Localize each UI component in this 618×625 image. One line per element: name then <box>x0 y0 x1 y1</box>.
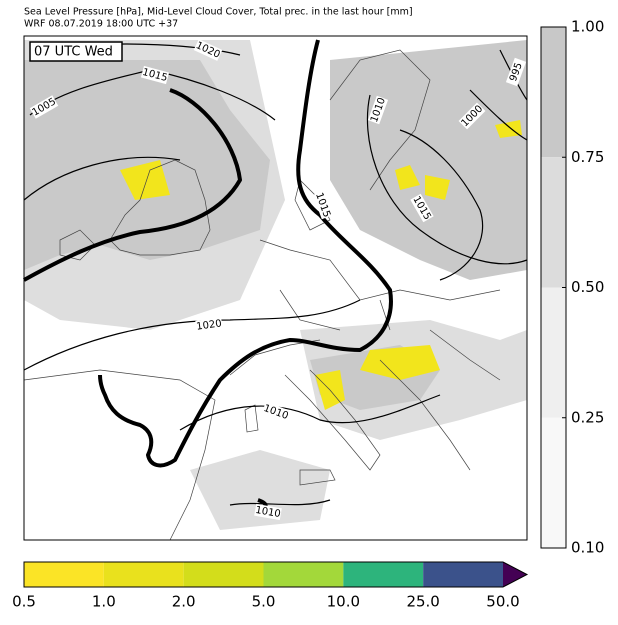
colorbar-segment <box>103 562 184 587</box>
contour-label: 1020 <box>196 318 223 332</box>
colorbar-segment <box>343 562 424 587</box>
colorbar-segment <box>183 562 264 587</box>
colorbar-label: 0.25 <box>571 408 604 426</box>
contour-label-bg <box>254 503 282 521</box>
contour-label-bg <box>312 190 334 220</box>
colorbar-label: 5.0 <box>252 593 276 611</box>
contour-label-bg <box>367 95 389 125</box>
colorbar-segment <box>541 287 566 418</box>
colorbar-label: 25.0 <box>406 593 439 611</box>
contour-label-bg <box>505 57 527 87</box>
contour-label-bg <box>261 401 291 423</box>
contour-label-bg <box>29 95 59 119</box>
colorbar-segment <box>263 562 344 587</box>
colorbar-segment <box>24 562 104 587</box>
cloud-colorbar: 1.00 0.75 0.50 0.25 0.10 <box>540 18 604 557</box>
colorbar-label: 0.10 <box>571 539 604 557</box>
time-label: 07 UTC Wed <box>34 45 113 60</box>
contour-label: 1010 <box>254 505 281 520</box>
colorbar-label: 2.0 <box>172 593 196 611</box>
contour-label-bg <box>410 193 434 223</box>
colorbar-segment <box>541 157 566 288</box>
colorbar-segment <box>541 27 566 158</box>
colorbar-label: 0.50 <box>571 278 604 296</box>
precip-colorbar: 0.5 1.0 2.0 5.0 10.0 25.0 50.0 <box>12 561 529 611</box>
contour-label-bg <box>140 65 170 85</box>
contour-label-bg <box>193 39 223 61</box>
colorbar-frame <box>23 561 529 588</box>
colorbar-label: 0.75 <box>571 148 604 166</box>
colorbar-segment <box>423 562 503 587</box>
colorbar-extend <box>503 562 527 587</box>
colorbar-label: 1.0 <box>92 593 116 611</box>
colorbar-label: 50.0 <box>486 593 519 611</box>
title: Sea Level Pressure [hPa], Mid-Level Clou… <box>24 7 413 18</box>
colorbar-label: 0.5 <box>12 593 36 611</box>
colorbar-label: 1.00 <box>571 18 604 36</box>
colorbar-segment <box>541 417 566 548</box>
contour-label-bg <box>195 317 223 333</box>
subtitle: WRF 08.07.2019 18:00 UTC +37 <box>24 19 178 30</box>
colorbar-label: 10.0 <box>327 593 360 611</box>
contour-label-bg <box>458 102 486 130</box>
